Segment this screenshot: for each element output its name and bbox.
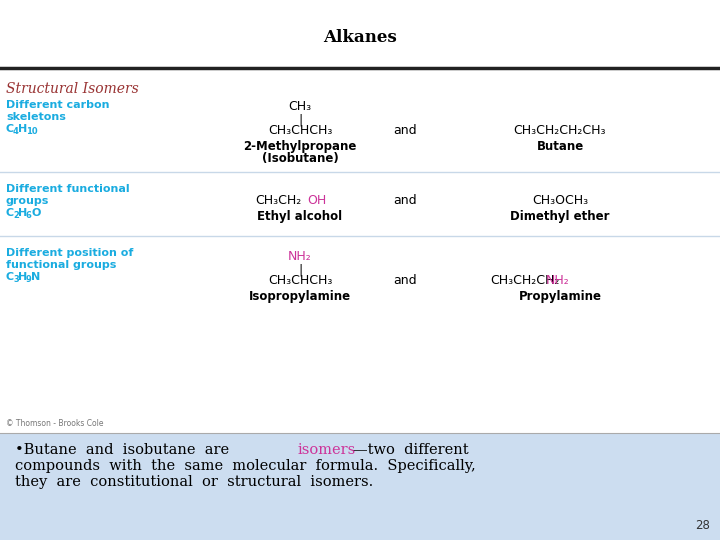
Text: CH₃CH₂: CH₃CH₂ [255,194,301,207]
Text: skeletons: skeletons [6,112,66,122]
Text: 6: 6 [26,211,32,220]
Text: and: and [393,124,417,137]
Text: Butane: Butane [536,140,584,153]
Text: groups: groups [6,196,50,206]
Text: Propylamine: Propylamine [518,290,601,303]
Text: Dimethyl ether: Dimethyl ether [510,210,610,223]
Text: © Thomson - Brooks Cole: © Thomson - Brooks Cole [6,419,104,428]
Text: NH₂: NH₂ [546,274,570,287]
Text: 2: 2 [13,211,19,220]
Text: 3: 3 [13,275,19,284]
Bar [0,68,720,433]
Text: Alkanes: Alkanes [323,30,397,46]
Text: Different functional: Different functional [6,184,130,194]
Text: and: and [393,274,417,287]
Text: OH: OH [307,194,326,207]
Text: H: H [18,124,27,134]
Text: CH₃: CH₃ [289,100,312,113]
Text: H: H [18,208,27,218]
Text: Isopropylamine: Isopropylamine [249,290,351,303]
Text: 28: 28 [695,519,710,532]
Text: CH₃CH₂CH₂: CH₃CH₂CH₂ [490,274,559,287]
Text: and: and [393,194,417,207]
Text: CH₃CHCH₃: CH₃CHCH₃ [268,124,332,137]
Text: •Butane  and  isobutane  are: •Butane and isobutane are [15,443,238,457]
Text: 10: 10 [26,127,37,136]
Text: Different position of: Different position of [6,248,133,258]
Text: 9: 9 [26,275,32,284]
Text: CH₃OCH₃: CH₃OCH₃ [532,194,588,207]
Text: |: | [298,263,302,276]
Text: N: N [31,272,40,282]
Text: |: | [298,113,302,126]
Text: 4: 4 [13,127,19,136]
Bar [0,0,720,68]
Text: —two  different: —two different [353,443,469,457]
Text: isomers: isomers [298,443,356,457]
Text: CH₃CH₂CH₂CH₃: CH₃CH₂CH₂CH₃ [514,124,606,137]
Text: C: C [6,208,14,218]
Text: CH₃CHCH₃: CH₃CHCH₃ [268,274,332,287]
Text: H: H [18,272,27,282]
Text: functional groups: functional groups [6,260,117,270]
Text: C: C [6,124,14,134]
Text: Structural Isomers: Structural Isomers [6,82,139,96]
Text: NH₂: NH₂ [288,250,312,263]
Text: 2-Methylpropane: 2-Methylpropane [243,140,356,153]
Text: they  are  constitutional  or  structural  isomers.: they are constitutional or structural is… [15,475,373,489]
Text: Different carbon: Different carbon [6,100,109,110]
Text: (Isobutane): (Isobutane) [261,152,338,165]
Text: C: C [6,272,14,282]
Text: Ethyl alcohol: Ethyl alcohol [258,210,343,223]
Text: O: O [31,208,40,218]
Text: compounds  with  the  same  molecular  formula.  Specifically,: compounds with the same molecular formul… [15,459,476,473]
